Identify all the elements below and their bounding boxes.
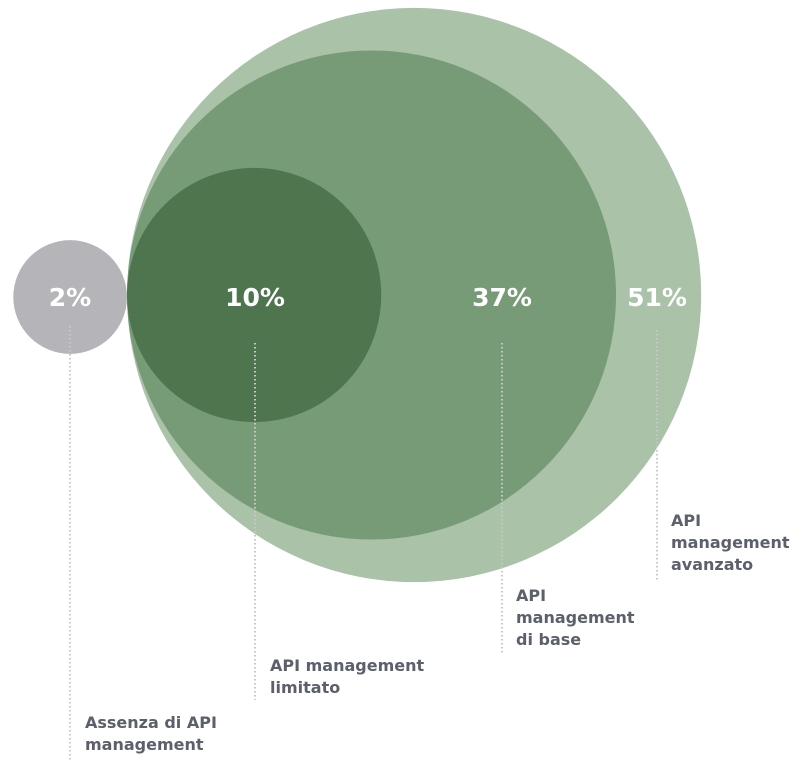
bubble xyxy=(13,240,127,354)
bubble xyxy=(127,167,382,423)
value-label: 10% xyxy=(225,283,285,312)
category-label: API management limitato xyxy=(270,656,425,697)
category-label: Assenza di API management xyxy=(85,713,217,754)
value-label: 37% xyxy=(472,283,532,312)
category-label: API management di base xyxy=(516,586,635,649)
category-label: API management avanzato xyxy=(671,511,790,574)
value-label: 51% xyxy=(627,283,687,312)
value-label: 2% xyxy=(49,283,91,312)
